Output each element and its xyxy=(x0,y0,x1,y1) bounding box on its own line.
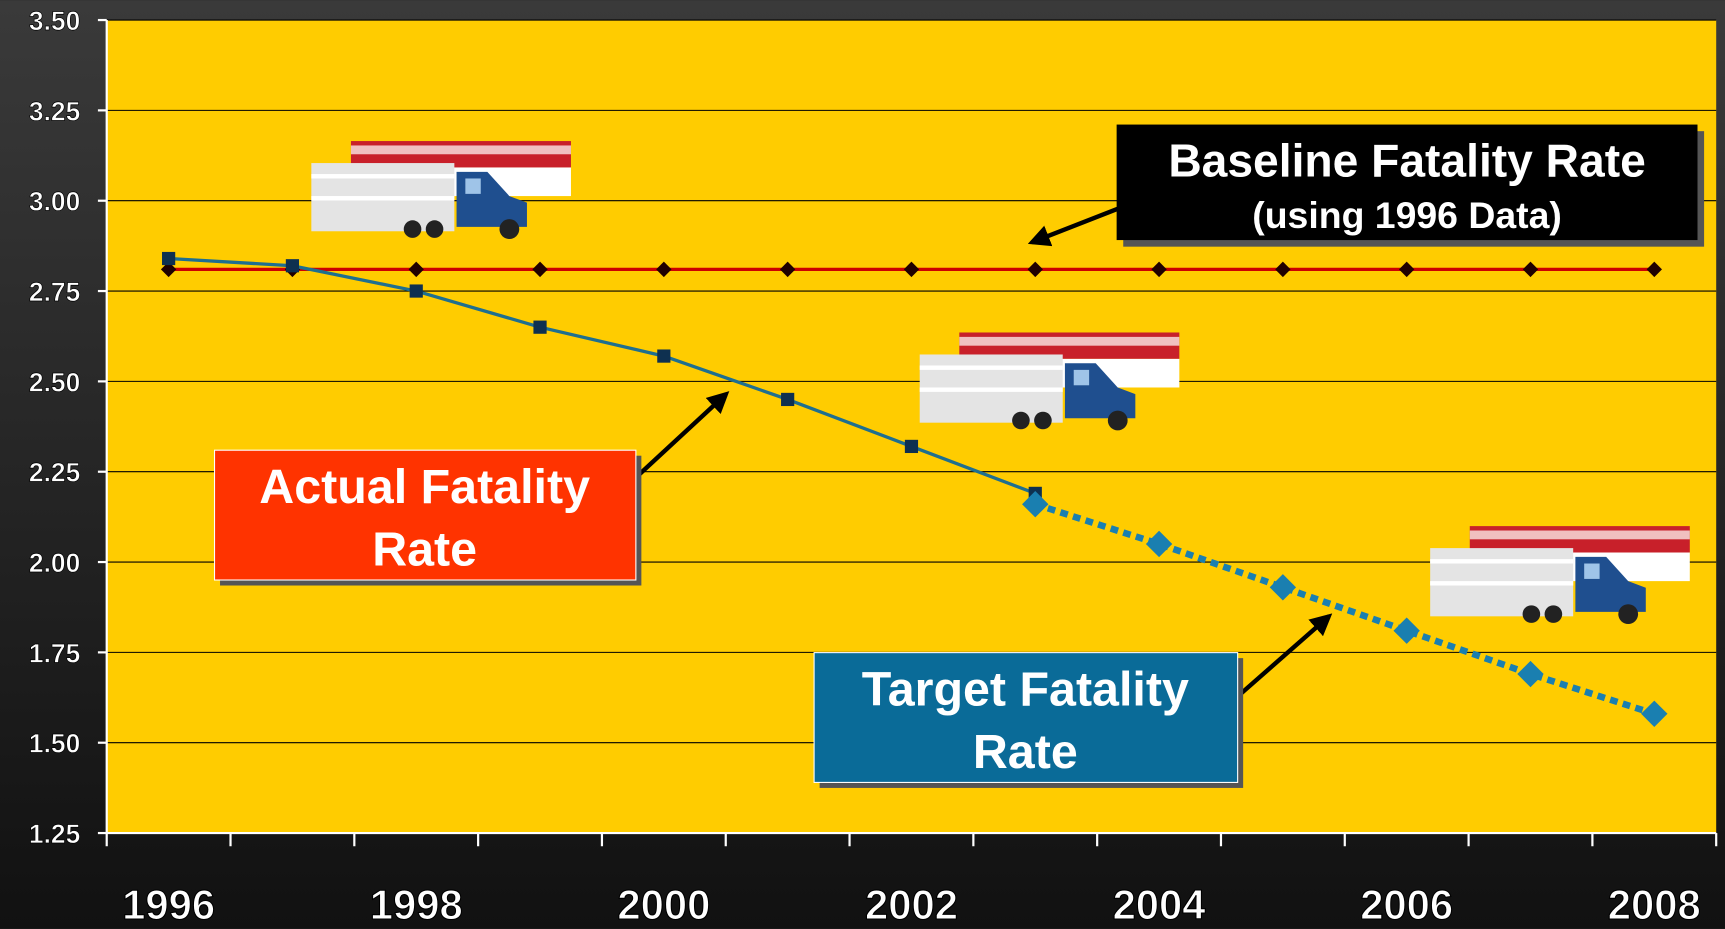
x-tick-label: 2002 xyxy=(865,881,958,928)
x-tick-label: 1996 xyxy=(122,881,215,928)
point xyxy=(657,349,670,362)
y-tick-label: 3.50 xyxy=(29,6,80,36)
chart: 1.25 1.50 1.75 2.00 2.25 2.50 2.75 3.00 3.25 3.50… xyxy=(0,0,1725,929)
point xyxy=(905,440,918,453)
x-tick-label: 2000 xyxy=(617,881,710,928)
point xyxy=(781,393,794,406)
x-tick-label: 1998 xyxy=(370,881,463,928)
y-tick-label: 2.00 xyxy=(29,548,80,578)
annotation: Baseline Fatality Rate xyxy=(1168,134,1645,186)
annotation: (using 1996 Data) xyxy=(1252,194,1562,236)
x-tick-label: 2004 xyxy=(1113,881,1207,928)
y-tick-label: 1.25 xyxy=(29,819,80,849)
annotation: Rate xyxy=(973,725,1078,779)
y-tick-label: 1.75 xyxy=(29,638,80,668)
point xyxy=(533,321,546,334)
point xyxy=(162,252,175,265)
y-tick-label: 1.50 xyxy=(29,729,80,759)
y-tick-label: 2.25 xyxy=(29,458,80,488)
point xyxy=(286,259,299,272)
y-tick-label: 2.50 xyxy=(29,367,80,397)
annotation: Actual Fatality xyxy=(259,460,590,514)
page: {"chart_data": {"type": "line", "categor… xyxy=(0,0,1725,929)
y-tick-label: 2.75 xyxy=(29,277,80,307)
point xyxy=(410,284,423,297)
x-tick-label: 2006 xyxy=(1360,881,1453,928)
annotation: Target Fatality xyxy=(862,662,1189,716)
annotation: Rate xyxy=(372,523,477,577)
y-tick-label: 3.25 xyxy=(29,96,80,126)
x-tick-label: 2008 xyxy=(1608,881,1701,928)
y-tick-label: 3.00 xyxy=(29,187,80,217)
